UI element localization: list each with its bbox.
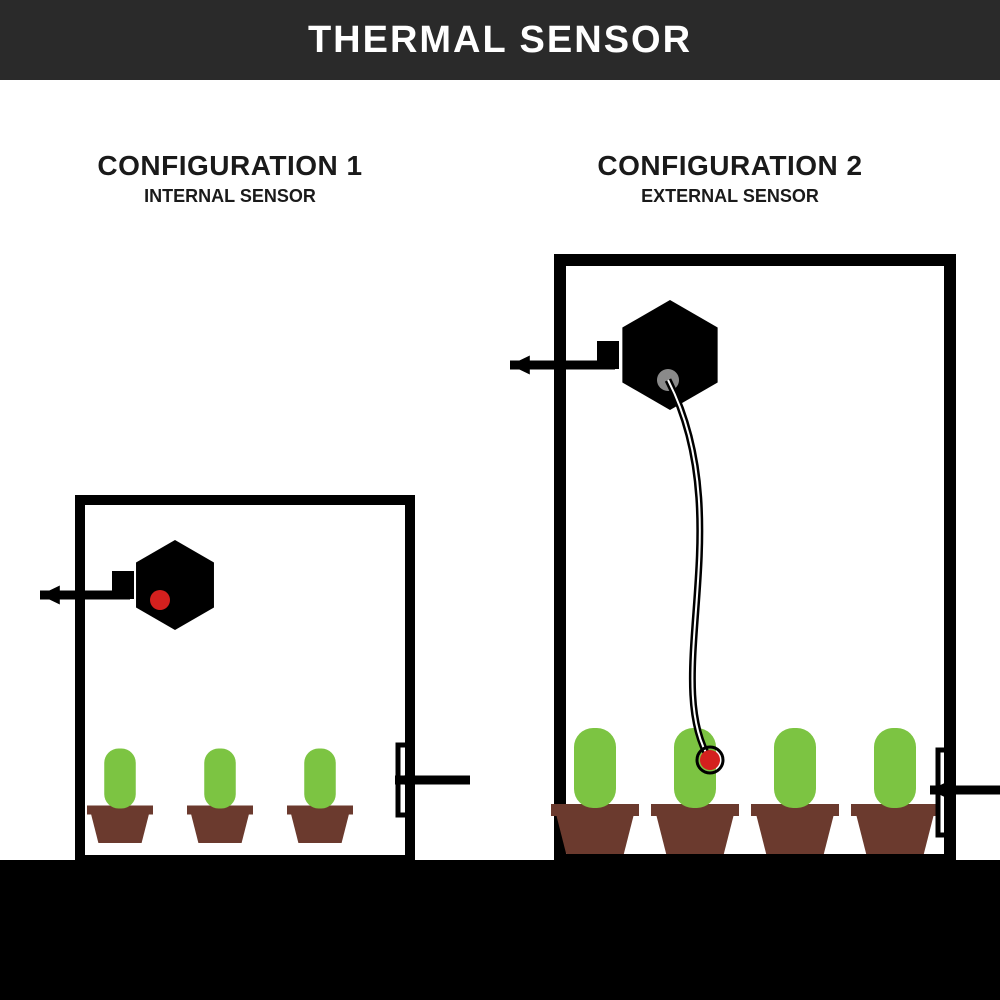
diagram-svg	[0, 0, 1000, 1000]
footer-bar	[0, 860, 1000, 1000]
